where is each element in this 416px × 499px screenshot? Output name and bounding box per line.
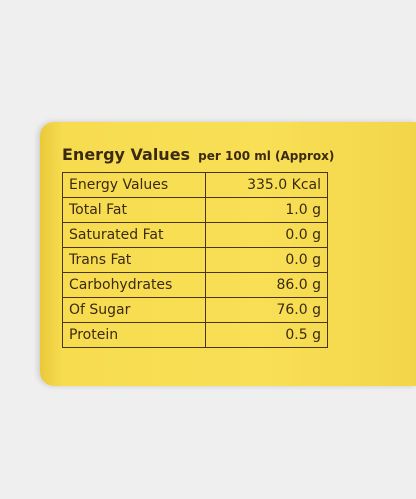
table-row: Carbohydrates 86.0 g <box>62 272 328 298</box>
nutrient-name: Trans Fat <box>62 247 206 273</box>
table-row: Energy Values 335.0 Kcal <box>62 172 328 198</box>
nutrient-value: 335.0 Kcal <box>205 172 328 198</box>
nutrient-value: 0.0 g <box>205 247 328 273</box>
nutrition-table: Energy Values 335.0 Kcal Total Fat 1.0 g Sat… <box>62 172 328 348</box>
table-row: Protein 0.5 g <box>62 322 328 348</box>
table-row: Total Fat 1.0 g <box>62 197 328 223</box>
nutrient-value: 1.0 g <box>205 197 328 223</box>
nutrient-value: 0.5 g <box>205 322 328 348</box>
nutrient-name: Of Sugar <box>62 297 206 323</box>
nutrient-name: Carbohydrates <box>62 272 206 298</box>
heading: Energy Values per 100 ml (Approx) <box>62 145 334 164</box>
nutrient-value: 76.0 g <box>205 297 328 323</box>
heading-main: Energy Values <box>62 145 191 164</box>
nutrient-name: Energy Values <box>62 172 206 198</box>
nutrient-name: Total Fat <box>62 197 206 223</box>
nutrient-name: Saturated Fat <box>62 222 206 248</box>
table-row: Saturated Fat 0.0 g <box>62 222 328 248</box>
nutrient-value: 86.0 g <box>205 272 328 298</box>
nutrient-value: 0.0 g <box>205 222 328 248</box>
table-row: Of Sugar 76.0 g <box>62 297 328 323</box>
nutrient-name: Protein <box>62 322 206 348</box>
heading-sub: per 100 ml (Approx) <box>198 149 335 163</box>
table-row: Trans Fat 0.0 g <box>62 247 328 273</box>
